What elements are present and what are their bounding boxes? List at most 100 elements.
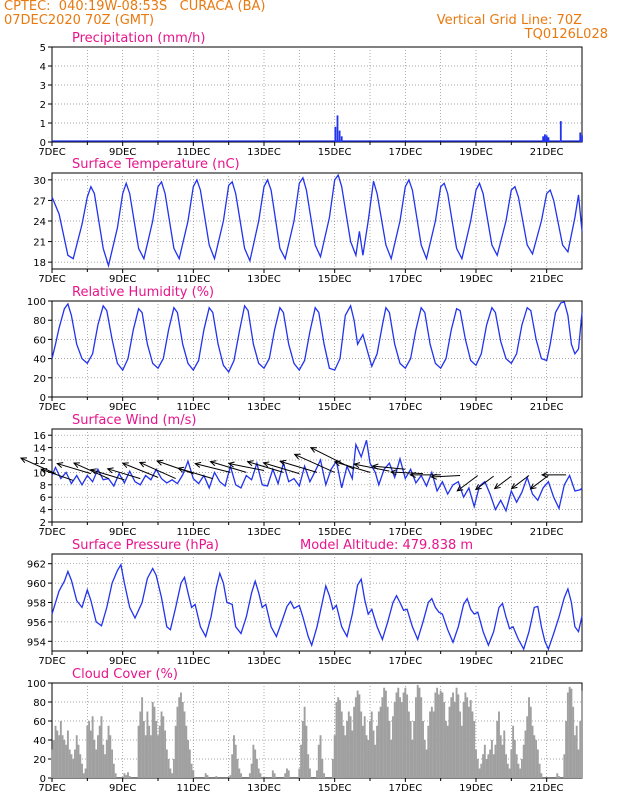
y-tick-label: 1 (40, 119, 46, 130)
wind-vector (178, 467, 213, 480)
y-tick-label: 100 (27, 679, 46, 690)
data-bar (464, 692, 467, 778)
data-bar (54, 725, 57, 778)
data-bar (358, 694, 361, 778)
data-bar (512, 725, 515, 778)
data-bar (331, 759, 334, 778)
data-bar (81, 763, 83, 778)
data-bar (360, 711, 363, 778)
data-bar (581, 690, 583, 778)
data-bar (386, 706, 389, 778)
x-tick-label: 21DEC (530, 656, 564, 667)
data-bar (460, 725, 463, 778)
data-bar (298, 768, 301, 778)
data-bar (422, 721, 424, 778)
data-bar (58, 735, 61, 778)
y-tick-label: 18 (33, 258, 46, 269)
y-tick-label: 27 (33, 196, 46, 207)
header-station: CPTEC: 040:19W-08:53S CURACA (BA) (4, 0, 266, 14)
data-bar (153, 706, 156, 778)
data-bar (300, 744, 303, 778)
data-bar (519, 768, 522, 778)
data-bar (72, 759, 75, 778)
data-bar (338, 130, 341, 142)
data-bar (581, 135, 583, 142)
y-tick-label: 6 (40, 493, 46, 504)
data-bar (286, 768, 288, 778)
header-date: 07DEC2020 70Z (GMT) (4, 13, 155, 28)
data-bar (151, 702, 154, 778)
data-bar (63, 740, 66, 778)
data-bar (528, 697, 530, 778)
data-bar (206, 775, 209, 778)
data-bar (128, 776, 131, 778)
data-bar (100, 716, 103, 778)
data-bar (123, 773, 126, 778)
panel-title: Cloud Cover (%) (72, 667, 178, 682)
data-bar (68, 749, 71, 778)
data-bar (430, 706, 433, 778)
data-bar (457, 694, 460, 778)
data-bar (439, 690, 442, 778)
data-bar (547, 137, 550, 142)
data-bar (522, 744, 525, 778)
wind-vector (494, 475, 512, 490)
x-tick-label: 21DEC (530, 527, 564, 538)
y-tick-label: 14 (33, 444, 46, 455)
data-bar (88, 721, 91, 778)
x-tick-label: 7DEC (38, 527, 65, 538)
data-bar (344, 735, 347, 778)
data-bar (321, 759, 324, 778)
data-bar (316, 770, 318, 778)
data-bar (165, 749, 168, 778)
x-tick-label: 11DEC (176, 783, 210, 794)
x-tick-label: 19DEC (459, 527, 493, 538)
data-bar (347, 711, 350, 778)
data-bar (573, 735, 576, 778)
data-bar (112, 763, 115, 778)
data-bar (489, 749, 492, 778)
x-tick-label: 19DEC (459, 274, 493, 285)
data-bar (141, 697, 144, 778)
data-bar (183, 711, 186, 778)
data-bar (102, 744, 105, 778)
data-bar (425, 749, 428, 778)
data-bar (575, 725, 578, 778)
data-bar (459, 711, 462, 778)
data-bar (471, 711, 474, 778)
y-tick-label: 2 (40, 100, 46, 111)
data-bar (323, 773, 326, 778)
data-bar (572, 706, 575, 778)
data-bar (556, 773, 559, 778)
wind-vector (122, 462, 159, 478)
data-bar (104, 754, 106, 778)
x-tick-label: 17DEC (388, 527, 422, 538)
data-bar (370, 711, 373, 778)
data-bar (563, 754, 566, 778)
x-tick-label: 13DEC (247, 656, 281, 667)
data-bar (82, 773, 85, 778)
wind-vector-head (121, 462, 129, 469)
data-bar (255, 759, 258, 778)
x-tick-label: 15DEC (318, 147, 352, 158)
data-bar (469, 700, 472, 778)
data-bar (74, 749, 76, 778)
data-bar (407, 711, 410, 778)
data-bar (498, 711, 500, 778)
data-bar (496, 721, 499, 778)
y-tick-label: 4 (40, 62, 46, 73)
data-bar (111, 749, 114, 778)
x-tick-label: 11DEC (176, 147, 210, 158)
series-line (51, 440, 583, 513)
x-tick-label: 7DEC (38, 783, 65, 794)
data-bar (342, 725, 345, 778)
data-bar (257, 768, 260, 778)
data-bar (171, 773, 174, 778)
panel-frame (51, 300, 583, 398)
data-bar (319, 735, 322, 778)
wind-vector-head (279, 459, 287, 466)
data-bar (446, 725, 449, 778)
x-tick-label: 17DEC (388, 783, 422, 794)
wind-vector-head (56, 462, 64, 468)
